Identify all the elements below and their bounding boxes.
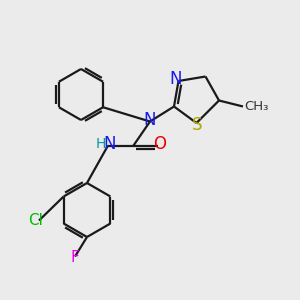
Text: N: N — [170, 70, 182, 88]
Text: H: H — [95, 137, 106, 151]
Text: O: O — [153, 135, 167, 153]
Text: F: F — [70, 250, 80, 266]
Text: Cl: Cl — [28, 213, 44, 228]
Text: CH₃: CH₃ — [244, 100, 269, 113]
Text: N: N — [103, 135, 116, 153]
Text: S: S — [192, 116, 203, 134]
Text: N: N — [144, 111, 156, 129]
